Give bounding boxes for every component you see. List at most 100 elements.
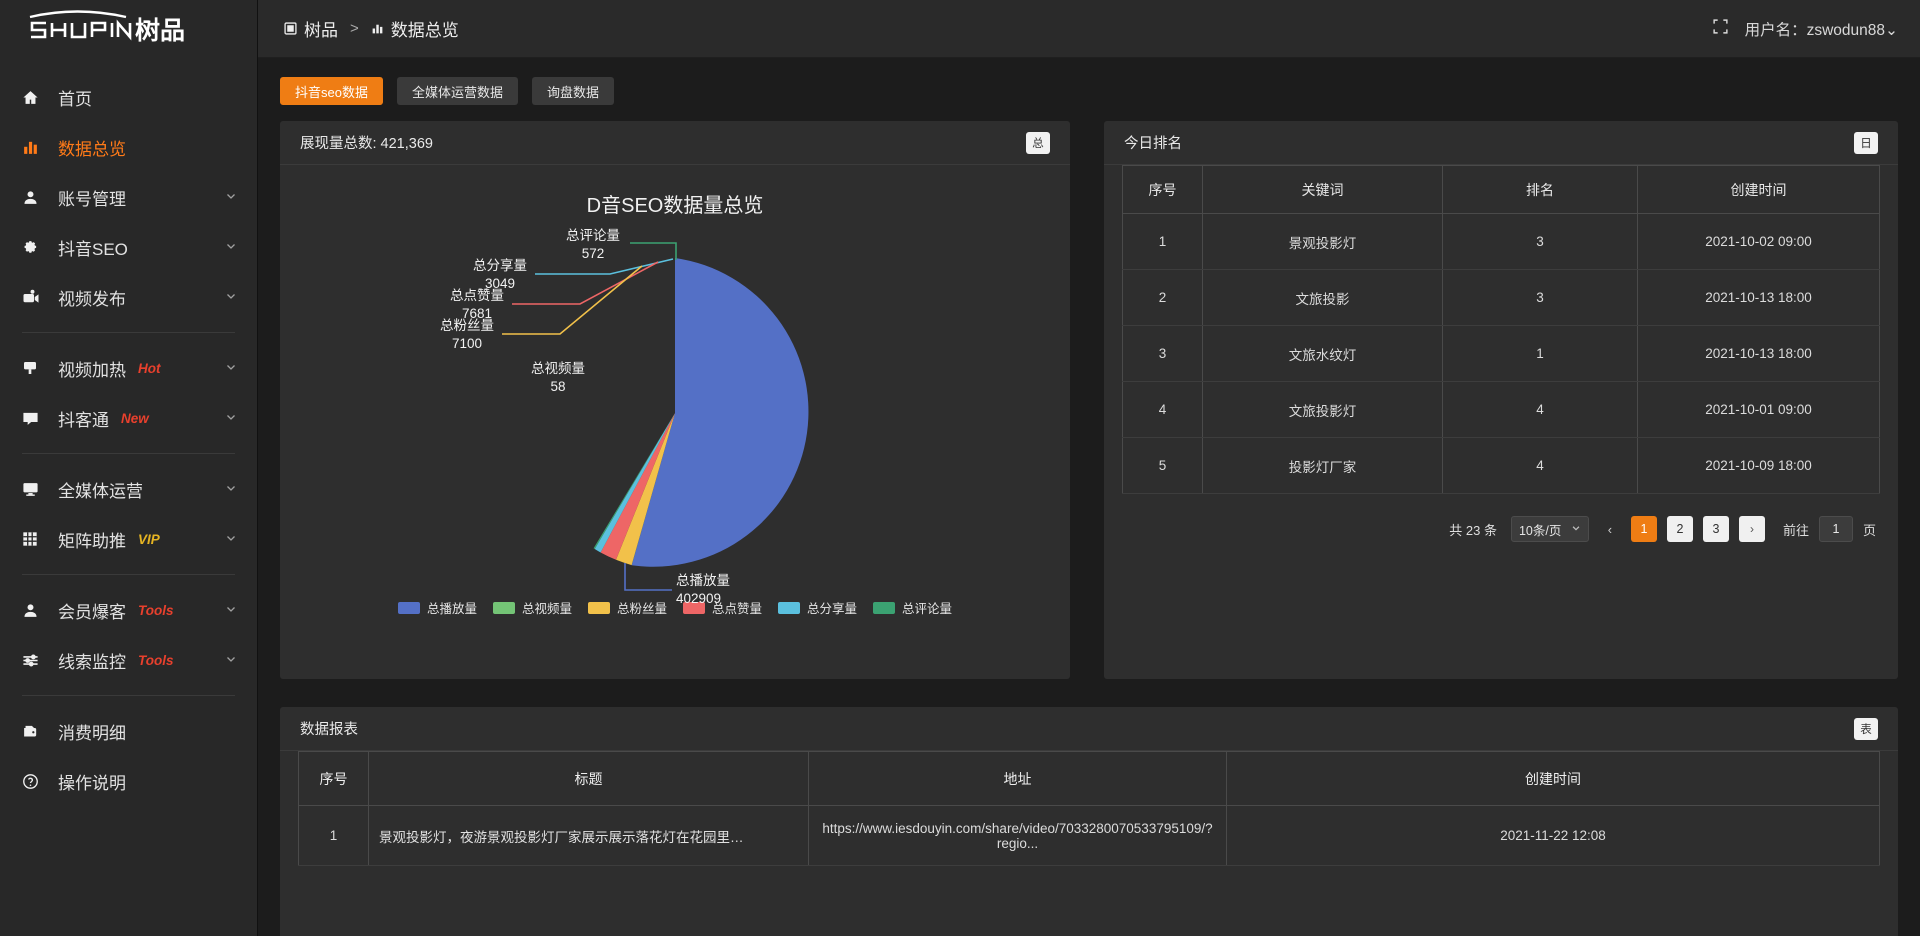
breadcrumb-label: 树品 (304, 21, 338, 40)
sidebar-item-video-boost[interactable]: 视频加热 Hot (0, 343, 257, 393)
sidebar-divider (22, 574, 235, 575)
table-header-row: 序号 关键词 排名 创建时间 (1122, 165, 1880, 214)
cell-keyword: 文旅投影灯 (1202, 381, 1443, 438)
sidebar-item-home[interactable]: 首页 (0, 72, 257, 122)
cell-rank: 3 (1442, 213, 1638, 270)
pagination-page-2[interactable]: 2 (1666, 516, 1693, 542)
sidebar-divider (22, 332, 235, 333)
cell-url[interactable]: https://www.iesdouyin.com/share/video/70… (808, 805, 1227, 866)
overview-total-label: 展现量总数: 421,369 (300, 136, 433, 152)
chevron-down-icon (225, 529, 237, 549)
pie-value-shares: 3049 (485, 276, 515, 291)
pagination-page-1[interactable]: 1 (1630, 516, 1657, 542)
legend-swatch (778, 601, 801, 614)
sidebar-item-label: 全媒体运营 (58, 481, 143, 501)
user-menu[interactable]: 用户名：zswodun88⌄ (1745, 18, 1898, 40)
table-header-row: 序号 标题 地址 创建时间 (298, 751, 1880, 806)
cell-keyword: 景观投影灯 (1202, 213, 1443, 270)
sidebar-item-label: 操作说明 (58, 773, 126, 793)
main-area: 树品 > 数据总览 用户名：zswodun88⌄ 抖音seo数据 (258, 0, 1920, 936)
cell-no: 2 (1122, 269, 1203, 326)
sidebar-item-matrix-boost[interactable]: 矩阵助推 VIP (0, 514, 257, 564)
cell-created: 2021-10-01 09:00 (1637, 381, 1880, 438)
sidebar-item-account-mgmt[interactable]: 账号管理 (0, 172, 257, 222)
page-size-select[interactable]: 10条/页 (1510, 516, 1589, 542)
table-row[interactable]: 5 投影灯厂家 4 2021-10-09 18:00 (1122, 437, 1880, 494)
pagination-page-3[interactable]: 3 (1702, 516, 1729, 542)
breadcrumb-item-current[interactable]: 数据总览 (371, 16, 459, 41)
pie-chart[interactable]: 总评论量 572 总分享量 3049 总点赞量 7681 总粉丝量 7100 总… (280, 218, 1070, 606)
pie-label-shares: 总分享量 (473, 257, 527, 273)
sidebar-divider (22, 695, 235, 696)
ranking-table: 序号 关键词 排名 创建时间 1 景观投影灯 3 (1122, 165, 1880, 494)
pagination-prev[interactable]: ‹ (1607, 521, 1613, 537)
col-keyword: 关键词 (1202, 165, 1443, 214)
table-row[interactable]: 2 文旅投影 3 2021-10-13 18:00 (1122, 269, 1880, 326)
sidebar-item-consumption-detail[interactable]: 消费明细 (0, 706, 257, 756)
col-no: 序号 (1122, 165, 1203, 214)
sidebar-item-lead-monitor[interactable]: 线索监控 Tools (0, 635, 257, 685)
legend-swatch (492, 601, 515, 614)
pie-label-likes: 总点赞量 (450, 288, 504, 303)
overview-badge[interactable]: 总 (1026, 131, 1050, 154)
table-row[interactable]: 4 文旅投影灯 4 2021-10-01 09:00 (1122, 381, 1880, 438)
sidebar-item-label: 账号管理 (58, 189, 126, 209)
report-badge[interactable]: 表 (1854, 717, 1878, 740)
legend-item-likes[interactable]: 总点赞量 (683, 598, 762, 617)
sidebar-item-label: 首页 (58, 89, 92, 109)
ranking-badge[interactable]: 日 (1854, 131, 1878, 154)
cell-rank: 4 (1442, 381, 1638, 438)
legend-item-shares[interactable]: 总分享量 (778, 598, 857, 617)
chevron-down-icon: ⌄ (1885, 21, 1898, 39)
cell-created: 2021-11-22 12:08 (1226, 805, 1880, 866)
tab-douyin-seo[interactable]: 抖音seo数据 (280, 77, 383, 105)
sidebar-item-douyin-seo[interactable]: 抖音SEO (0, 222, 257, 272)
sidebar-item-instructions[interactable]: 操作说明 (0, 756, 257, 806)
pie-value-videos: 58 (550, 379, 565, 394)
sidebar-item-member-boost[interactable]: 会员爆客 Tools (0, 585, 257, 635)
table-row[interactable]: 3 文旅水纹灯 1 2021-10-13 18:00 (1122, 325, 1880, 382)
sidebar: 树品 首页 数据总览 账号管理 (0, 0, 258, 936)
col-created: 创建时间 (1637, 165, 1880, 214)
pagination-goto-input[interactable]: 1 (1818, 516, 1853, 542)
ranking-table-wrap: 序号 关键词 排名 创建时间 1 景观投影灯 3 (1104, 165, 1898, 494)
page-size-value: 10条/页 (1518, 523, 1562, 538)
sidebar-item-omni-media[interactable]: 全媒体运营 (0, 464, 257, 514)
tab-inquiry[interactable]: 询盘数据 (531, 77, 614, 105)
sidebar-item-label: 会员爆客 (58, 602, 126, 622)
fullscreen-icon[interactable] (1712, 18, 1729, 40)
grid-icon (22, 531, 46, 547)
brand-logo[interactable]: 树品 (0, 0, 257, 58)
col-no: 序号 (298, 751, 369, 806)
pagination-next[interactable]: › (1738, 516, 1765, 542)
pie-label-plays: 总播放量 (676, 573, 730, 588)
cell-keyword: 文旅投影 (1202, 269, 1443, 326)
pie-value-fans: 7100 (452, 336, 482, 351)
legend-swatch (587, 601, 610, 614)
legend-item-fans[interactable]: 总粉丝量 (587, 598, 667, 617)
sidebar-item-badge: Tools (138, 602, 174, 618)
sidebar-item-video-publish[interactable]: 视频发布 (0, 272, 257, 322)
sidebar-item-douketong[interactable]: 抖客通 New (0, 393, 257, 443)
sidebar-item-label: 视频加热 (58, 360, 126, 380)
tab-omni-media[interactable]: 全媒体运营数据 (396, 77, 518, 105)
breadcrumb-item-app[interactable]: 树品 (284, 16, 338, 41)
ranking-card-header: 今日排名 日 (1104, 121, 1898, 165)
sidebar-item-label: 抖音SEO (58, 239, 128, 259)
cell-no: 1 (1122, 213, 1203, 270)
col-url: 地址 (808, 751, 1227, 806)
sidebar-item-data-overview[interactable]: 数据总览 (0, 122, 257, 172)
table-row[interactable]: 1 景观投影灯 3 2021-10-02 09:00 (1122, 213, 1880, 270)
legend-item-comments[interactable]: 总评论量 (873, 598, 952, 617)
user-icon (22, 189, 46, 206)
cell-title: 景观投影灯，夜游景观投影灯厂家展示展示落花灯在花园里的灯光投影应用效果 # (368, 805, 809, 866)
sidebar-item-label: 矩阵助推 (58, 531, 126, 551)
chart-title: D音SEO数据量总览 (586, 195, 764, 217)
legend-item-plays[interactable]: 总播放量 (397, 598, 477, 617)
chevron-down-icon (225, 600, 237, 620)
legend-item-videos[interactable]: 总视频量 (492, 598, 572, 617)
table-row[interactable]: 1 景观投影灯，夜游景观投影灯厂家展示展示落花灯在花园里的灯光投影应用效果 # … (298, 805, 1880, 866)
sidebar-item-badge: New (121, 410, 149, 426)
member-icon (22, 602, 46, 619)
